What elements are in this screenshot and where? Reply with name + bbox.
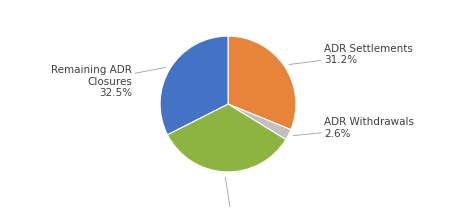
Text: ADR Settlements
31.2%: ADR Settlements 31.2% bbox=[289, 44, 413, 65]
Text: Remaining ADR
Closures
32.5%: Remaining ADR Closures 32.5% bbox=[51, 65, 166, 98]
Wedge shape bbox=[168, 104, 286, 172]
Wedge shape bbox=[228, 104, 291, 140]
Wedge shape bbox=[228, 36, 296, 130]
Text: ADR Resolutions
33.8%: ADR Resolutions 33.8% bbox=[189, 177, 275, 208]
Text: ADR Withdrawals
2.6%: ADR Withdrawals 2.6% bbox=[294, 117, 414, 139]
Wedge shape bbox=[160, 36, 228, 135]
